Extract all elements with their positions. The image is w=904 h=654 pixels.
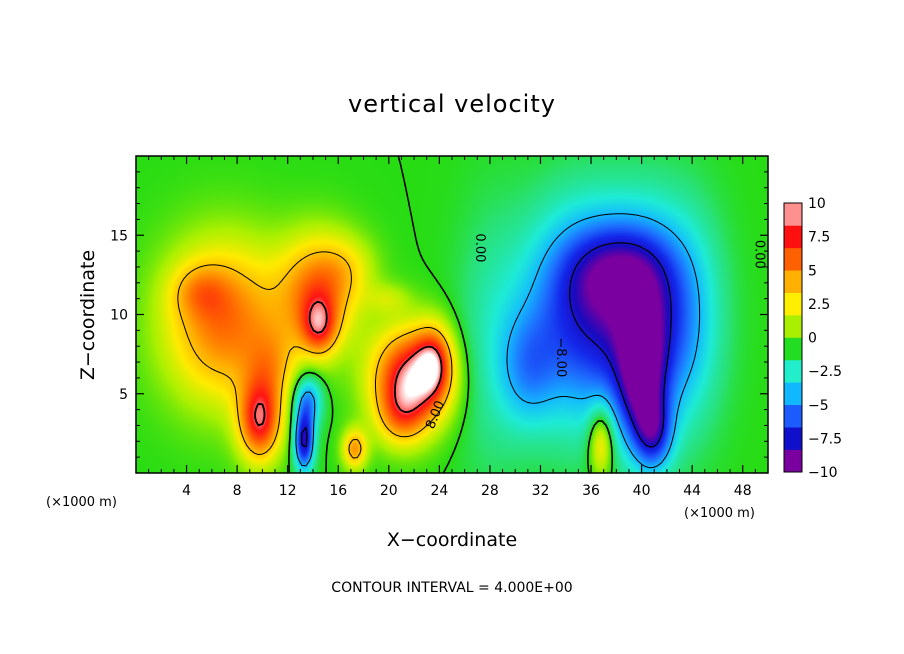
contour-zero (288, 156, 613, 473)
colorbar-swatch (784, 404, 802, 428)
x-tick-label: 40 (633, 483, 651, 499)
colorbar: 10 7.5 5 2.5 0 −2.5 −5 −7.5 −10 (783, 196, 842, 481)
x-tick-label: 32 (532, 483, 550, 499)
colorbar-swatch (784, 203, 802, 226)
contour-label: 0.00 (472, 233, 487, 262)
x-tick-label: 16 (329, 483, 347, 499)
colorbar-tick-label: 5 (808, 263, 817, 279)
colorbar-tick-label: −5 (808, 398, 829, 414)
colorbar-swatch (784, 247, 802, 271)
x-tick-label: 28 (481, 483, 499, 499)
contour-interval-label: CONTOUR INTERVAL = 4.000E+00 (331, 580, 572, 596)
contour-lines (177, 156, 701, 473)
y-tick-label: 10 (110, 308, 128, 324)
x-tick-label: 48 (734, 483, 752, 499)
colorbar-swatch (784, 382, 802, 406)
colorbar-swatch (784, 270, 802, 293)
colorbar-tick-label: 10 (808, 196, 826, 212)
contour-label: −8.00 (553, 337, 568, 377)
plot-area (136, 156, 768, 473)
colorbar-frame (783, 202, 803, 473)
colorbar-tick-label: 7.5 (808, 230, 830, 246)
x-tick-label: 20 (380, 483, 398, 499)
contour-pos-8 (254, 300, 443, 427)
colorbar-swatch (784, 225, 802, 249)
x-tick-label: 4 (182, 483, 191, 499)
x-axis-label: X−coordinate (387, 529, 517, 551)
contour-pos-4 (177, 251, 453, 459)
x-tick-label: 8 (233, 483, 242, 499)
y-axis-ticks: 5 10 15 (110, 171, 768, 458)
velocity-field-image (136, 156, 768, 473)
x-tick-label: 36 (582, 483, 600, 499)
colorbar-swatch (784, 427, 802, 450)
x-tick-label: 44 (683, 483, 701, 499)
colorbar-tick-label: 2.5 (808, 297, 830, 313)
x-tick-label: 24 (430, 483, 448, 499)
x-axis-ticks: 4 8 12 16 20 24 28 32 36 40 44 48 (148, 156, 756, 499)
x-unit-left: (×1000 m) (46, 495, 117, 510)
colorbar-swatch (784, 315, 802, 338)
x-tick-label: 12 (279, 483, 297, 499)
x-unit-right: (×1000 m) (684, 506, 755, 521)
contour-neg-8 (301, 242, 672, 448)
contour-neg-4 (295, 213, 701, 469)
contour-label: 0.00 (751, 240, 766, 269)
colorbar-swatch (784, 359, 802, 383)
colorbar-tick-label: −10 (808, 465, 838, 481)
colorbar-swatch (784, 449, 802, 473)
y-axis-label: Z−coordinate (77, 250, 99, 380)
colorbar-tick-label: −7.5 (808, 431, 842, 447)
colorbar-swatch (784, 337, 802, 361)
y-tick-label: 5 (119, 387, 128, 403)
colorbar-swatch (784, 292, 802, 316)
colorbar-tick-label: −2.5 (808, 364, 842, 380)
chart-title: vertical velocity (348, 90, 556, 118)
y-tick-label: 15 (110, 228, 128, 244)
colorbar-tick-label: 0 (808, 331, 817, 347)
